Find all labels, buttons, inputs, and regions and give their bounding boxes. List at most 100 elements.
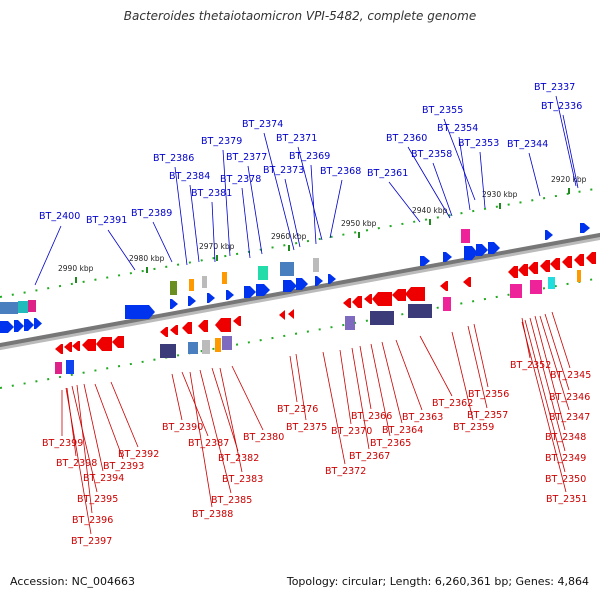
- genome-summary: Topology: circular; Length: 6,260,361 bp…: [286, 575, 589, 588]
- reverse-gene-label: BT_2380: [243, 432, 284, 443]
- forward-gene-arrow: [328, 274, 336, 284]
- reverse-gene-label: BT_2367: [349, 451, 390, 462]
- reverse-gene-label: BT_2365: [370, 438, 411, 449]
- scale-tick-label: 2970 kbp: [199, 242, 235, 251]
- reverse-gene-label: BT_2399: [42, 438, 83, 449]
- forward-gene-box: [202, 276, 207, 288]
- reverse-gene-arrow: [96, 337, 112, 351]
- reverse-gene-label: BT_2356: [468, 389, 509, 400]
- reverse-gene-box: [443, 297, 451, 311]
- reverse-gene-label: BT_2370: [331, 426, 372, 437]
- forward-gene-box: [280, 262, 294, 276]
- reverse-gene-arrow: [160, 327, 168, 337]
- accession-text: Accession: NC_004663: [10, 575, 136, 588]
- forward-gene-label: BT_2344: [507, 139, 548, 150]
- reverse-gene-label: BT_2347: [549, 412, 590, 423]
- reverse-gene-arrow: [279, 310, 285, 320]
- reverse-gene-box: [55, 362, 62, 374]
- reverse-leader-line: [473, 323, 489, 388]
- forward-gene-label: BT_2369: [289, 151, 330, 162]
- reverse-gene-label: BT_2390: [162, 422, 203, 433]
- reverse-leader-line: [289, 355, 298, 403]
- reverse-gene-arrow: [170, 325, 178, 335]
- scale-tick-label: 2930 kbp: [482, 190, 518, 199]
- forward-leader-line: [241, 187, 251, 259]
- reverse-leader-line: [211, 367, 239, 452]
- forward-gene-label: BT_2353: [458, 138, 499, 149]
- reverse-leader-line: [65, 387, 92, 535]
- forward-gene-arrow: [125, 305, 155, 319]
- forward-gene-label: BT_2373: [263, 165, 304, 176]
- reverse-gene-label: BT_2348: [545, 432, 586, 443]
- forward-leader-line: [34, 225, 62, 286]
- reverse-leader-line: [467, 325, 488, 409]
- reverse-gene-arrow: [562, 256, 572, 268]
- forward-gene-arrow: [170, 299, 178, 309]
- reverse-gene-label: BT_2350: [545, 474, 586, 485]
- forward-gene-arrow: [580, 223, 590, 233]
- forward-gene-arrow: [315, 276, 323, 286]
- forward-gene-label: BT_2355: [422, 105, 463, 116]
- reverse-gene-arrow: [440, 281, 448, 291]
- reverse-leader-line: [524, 319, 566, 473]
- reverse-gene-box: [215, 338, 221, 352]
- forward-gene-label: BT_2381: [191, 188, 232, 199]
- reverse-gene-box: [202, 340, 210, 354]
- reverse-leader-line: [199, 369, 232, 494]
- reverse-gene-box: [408, 304, 432, 318]
- reverse-leader-line: [110, 381, 139, 448]
- forward-gene-label: BT_2361: [367, 168, 408, 179]
- forward-gene-label: BT_2358: [411, 149, 452, 160]
- reverse-gene-arrow: [405, 287, 425, 301]
- forward-leader-line: [528, 152, 541, 197]
- reverse-gene-label: BT_2357: [467, 410, 508, 421]
- reverse-gene-arrow: [182, 322, 192, 334]
- reverse-gene-arrow: [343, 298, 351, 308]
- reverse-gene-label: BT_2387: [188, 438, 229, 449]
- forward-gene-box: [170, 281, 177, 295]
- reverse-gene-label: BT_2359: [453, 422, 494, 433]
- reverse-gene-label: BT_2351: [546, 494, 587, 505]
- reverse-gene-box: [530, 280, 542, 294]
- forward-leader-line: [329, 179, 343, 239]
- reverse-gene-arrow: [364, 294, 372, 304]
- reverse-leader-line: [322, 351, 346, 465]
- forward-gene-arrow: [476, 244, 488, 256]
- reverse-gene-arrow: [518, 264, 528, 276]
- forward-leader-line: [562, 114, 579, 189]
- reverse-gene-label: BT_2382: [218, 453, 259, 464]
- forward-leader-line: [407, 146, 451, 219]
- reverse-gene-arrow: [55, 344, 63, 354]
- reverse-leader-line: [339, 349, 352, 425]
- reverse-gene-label: BT_2395: [77, 494, 118, 505]
- reverse-gene-arrow: [82, 339, 96, 351]
- reverse-gene-box: [548, 277, 555, 289]
- forward-gene-arrow: [256, 284, 270, 296]
- forward-gene-arrow: [464, 246, 478, 260]
- forward-gene-label: BT_2391: [86, 215, 127, 226]
- forward-leader-line: [555, 95, 577, 187]
- forward-gene-box: [258, 266, 268, 280]
- forward-leader-line: [310, 164, 317, 245]
- forward-gene-arrow: [34, 318, 42, 329]
- reverse-leader-line: [534, 315, 566, 431]
- forward-gene-box: [18, 301, 28, 313]
- reverse-gene-arrow: [463, 277, 471, 287]
- forward-leader-line: [479, 151, 486, 209]
- forward-gene-box: [461, 229, 470, 243]
- forward-gene-label: BT_2386: [153, 153, 194, 164]
- forward-gene-box: [28, 300, 36, 312]
- forward-gene-arrow: [488, 242, 500, 254]
- reverse-gene-arrow: [352, 296, 362, 308]
- reverse-gene-arrow: [574, 254, 584, 266]
- reverse-gene-label: BT_2393: [103, 461, 144, 472]
- forward-gene-arrow: [545, 230, 553, 240]
- reverse-leader-line: [451, 331, 474, 421]
- reverse-gene-arrow: [372, 292, 392, 306]
- forward-gene-label: BT_2368: [320, 166, 361, 177]
- reverse-leader-line: [419, 335, 453, 397]
- forward-leader-line: [174, 166, 188, 266]
- forward-gene-arrow: [24, 319, 34, 331]
- reverse-leader-line: [395, 339, 423, 411]
